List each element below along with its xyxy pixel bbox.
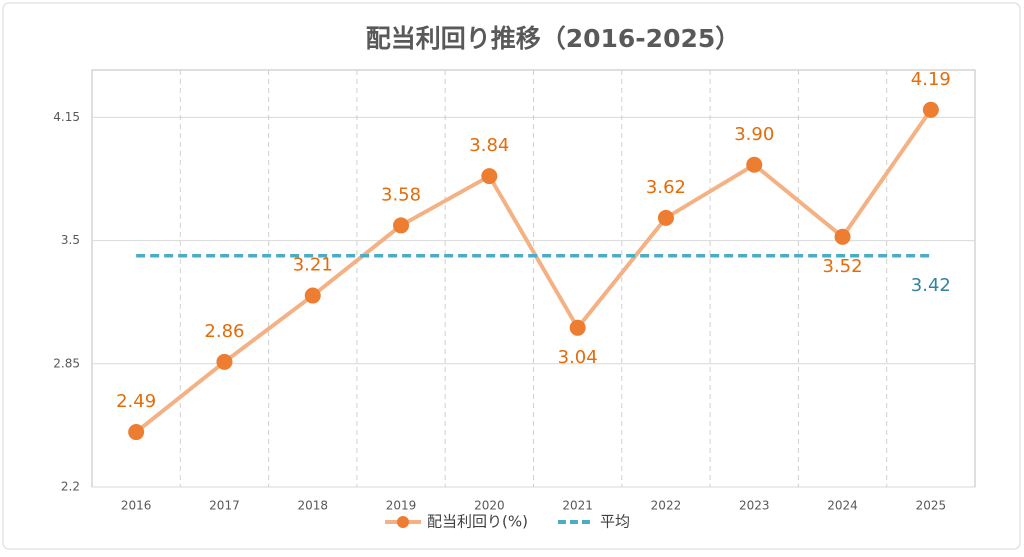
x-tick-label: 2019	[386, 499, 417, 513]
data-label: 3.52	[823, 256, 863, 277]
data-label: 3.04	[558, 347, 598, 368]
data-line	[134, 108, 933, 434]
data-label: 2.49	[116, 391, 156, 412]
x-tick-label: 2022	[651, 499, 682, 513]
data-point	[657, 209, 674, 226]
chart-title: 配当利回り推移（2016-2025）	[366, 24, 741, 53]
data-point	[569, 319, 586, 336]
x-tick-label: 2021	[562, 499, 593, 513]
data-point	[304, 287, 321, 304]
data-label: 2.86	[204, 321, 244, 342]
legend-label: 配当利回り(%)	[427, 513, 528, 531]
data-label: 3.90	[734, 124, 774, 145]
x-tick-label: 2025	[916, 499, 947, 513]
y-tick-label: 2.85	[53, 356, 80, 370]
chart-frame	[2, 2, 1021, 550]
data-point	[746, 156, 763, 173]
data-point	[393, 217, 410, 234]
x-tick-label: 2018	[297, 499, 328, 513]
x-tick-label: 2016	[121, 499, 152, 513]
data-label: 3.42	[911, 275, 951, 296]
data-label: 4.19	[911, 69, 951, 90]
data-label: 3.84	[469, 135, 509, 156]
data-label: 3.21	[293, 255, 333, 276]
data-point	[834, 228, 851, 245]
data-label: 3.62	[646, 177, 686, 198]
data-point	[922, 101, 939, 118]
y-tick-label: 2.2	[61, 480, 80, 494]
legend-label: 平均	[600, 513, 630, 531]
x-tick-label: 2023	[739, 499, 770, 513]
data-point	[481, 168, 498, 185]
x-tick-label: 2024	[827, 499, 858, 513]
data-point	[216, 353, 233, 370]
y-tick-label: 4.15	[53, 110, 80, 124]
data-label: 3.58	[381, 184, 421, 205]
y-tick-label: 3.5	[61, 233, 80, 247]
legend-marker	[397, 516, 409, 528]
x-tick-label: 2020	[474, 499, 505, 513]
x-tick-label: 2017	[209, 499, 240, 513]
data-point	[128, 424, 145, 441]
